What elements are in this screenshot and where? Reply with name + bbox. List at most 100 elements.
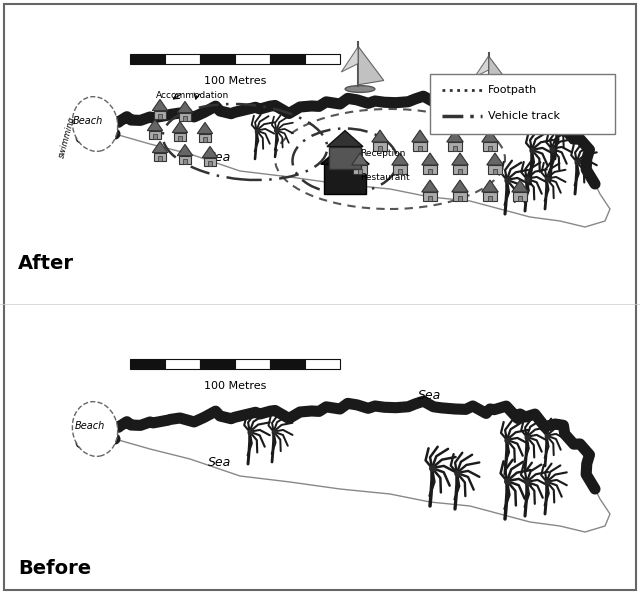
Polygon shape [352, 153, 368, 165]
Bar [453, 192, 467, 201]
Text: 100 Metres: 100 Metres [204, 76, 266, 86]
Bar [179, 113, 191, 121]
Bar [378, 146, 382, 151]
Bar [398, 169, 402, 174]
Bar [235, 54, 270, 64]
Bar [305, 359, 340, 369]
Bar [235, 359, 270, 369]
Text: Restaurant: Restaurant [360, 172, 410, 182]
Polygon shape [202, 146, 218, 157]
Bar [423, 192, 436, 201]
Bar [198, 134, 211, 142]
Text: Accommodation: Accommodation [156, 91, 230, 100]
Bar [200, 54, 235, 64]
Polygon shape [482, 180, 499, 192]
Text: Footpath: Footpath [488, 85, 537, 95]
Text: Pier: Pier [490, 102, 509, 112]
Bar [204, 137, 207, 142]
Bar [513, 192, 527, 201]
Text: swimming: swimming [57, 115, 77, 159]
Bar [430, 74, 615, 134]
Polygon shape [488, 56, 509, 87]
Polygon shape [452, 153, 468, 165]
Bar [428, 196, 432, 201]
Bar [458, 169, 462, 174]
Bar [153, 134, 157, 139]
Bar [428, 169, 432, 174]
Polygon shape [152, 99, 168, 110]
Polygon shape [177, 144, 193, 156]
Bar [329, 147, 361, 169]
Bar [200, 359, 235, 369]
Bar [270, 54, 305, 64]
Bar [448, 142, 461, 151]
Bar [130, 54, 165, 64]
Bar [518, 196, 522, 201]
Polygon shape [487, 153, 503, 165]
Bar [493, 169, 497, 174]
Bar [393, 165, 407, 174]
Bar [179, 136, 182, 141]
Polygon shape [392, 153, 408, 165]
Text: Before: Before [18, 559, 91, 578]
Bar [158, 114, 162, 119]
Bar [173, 132, 186, 141]
Bar [358, 169, 362, 174]
Polygon shape [81, 401, 610, 532]
Bar [148, 131, 161, 139]
Polygon shape [372, 130, 388, 142]
Ellipse shape [72, 97, 118, 151]
Text: Vehicle track: Vehicle track [488, 111, 560, 121]
Polygon shape [358, 46, 384, 85]
Bar [158, 156, 162, 161]
Polygon shape [422, 180, 438, 192]
Text: 100 Metres: 100 Metres [204, 381, 266, 391]
Bar [165, 54, 200, 64]
Bar [183, 116, 187, 121]
Polygon shape [172, 121, 188, 132]
Polygon shape [177, 102, 193, 113]
Bar [373, 142, 387, 151]
Polygon shape [422, 153, 438, 165]
Polygon shape [412, 130, 428, 142]
Polygon shape [197, 122, 212, 134]
Polygon shape [512, 180, 528, 192]
Bar [488, 146, 492, 151]
Bar [483, 192, 497, 201]
Bar [488, 196, 492, 201]
Polygon shape [152, 141, 168, 153]
Text: Beach: Beach [75, 421, 105, 431]
Ellipse shape [72, 402, 118, 456]
Bar [154, 153, 166, 161]
Bar [413, 142, 427, 151]
Text: Beach: Beach [73, 116, 103, 126]
Bar [324, 165, 366, 194]
Bar [305, 54, 340, 64]
Bar [130, 359, 165, 369]
Ellipse shape [477, 88, 502, 94]
Text: Sea: Sea [419, 389, 442, 402]
Text: Sea: Sea [209, 151, 232, 164]
Bar [458, 196, 462, 201]
Bar [483, 142, 497, 151]
Ellipse shape [345, 86, 375, 93]
Bar [488, 165, 502, 174]
Text: Sea: Sea [209, 456, 232, 469]
Bar [453, 146, 457, 151]
Text: After: After [18, 254, 74, 273]
Text: Reception: Reception [360, 150, 405, 159]
Bar [154, 110, 166, 119]
Bar [453, 165, 467, 174]
Polygon shape [81, 96, 610, 227]
Bar [270, 359, 305, 369]
Bar [423, 165, 436, 174]
Polygon shape [327, 131, 363, 147]
Bar [418, 146, 422, 151]
Polygon shape [452, 180, 468, 192]
Bar [208, 161, 212, 166]
Bar [179, 156, 191, 164]
Polygon shape [447, 130, 463, 142]
Polygon shape [482, 130, 499, 142]
Polygon shape [341, 46, 358, 72]
Polygon shape [147, 119, 163, 131]
